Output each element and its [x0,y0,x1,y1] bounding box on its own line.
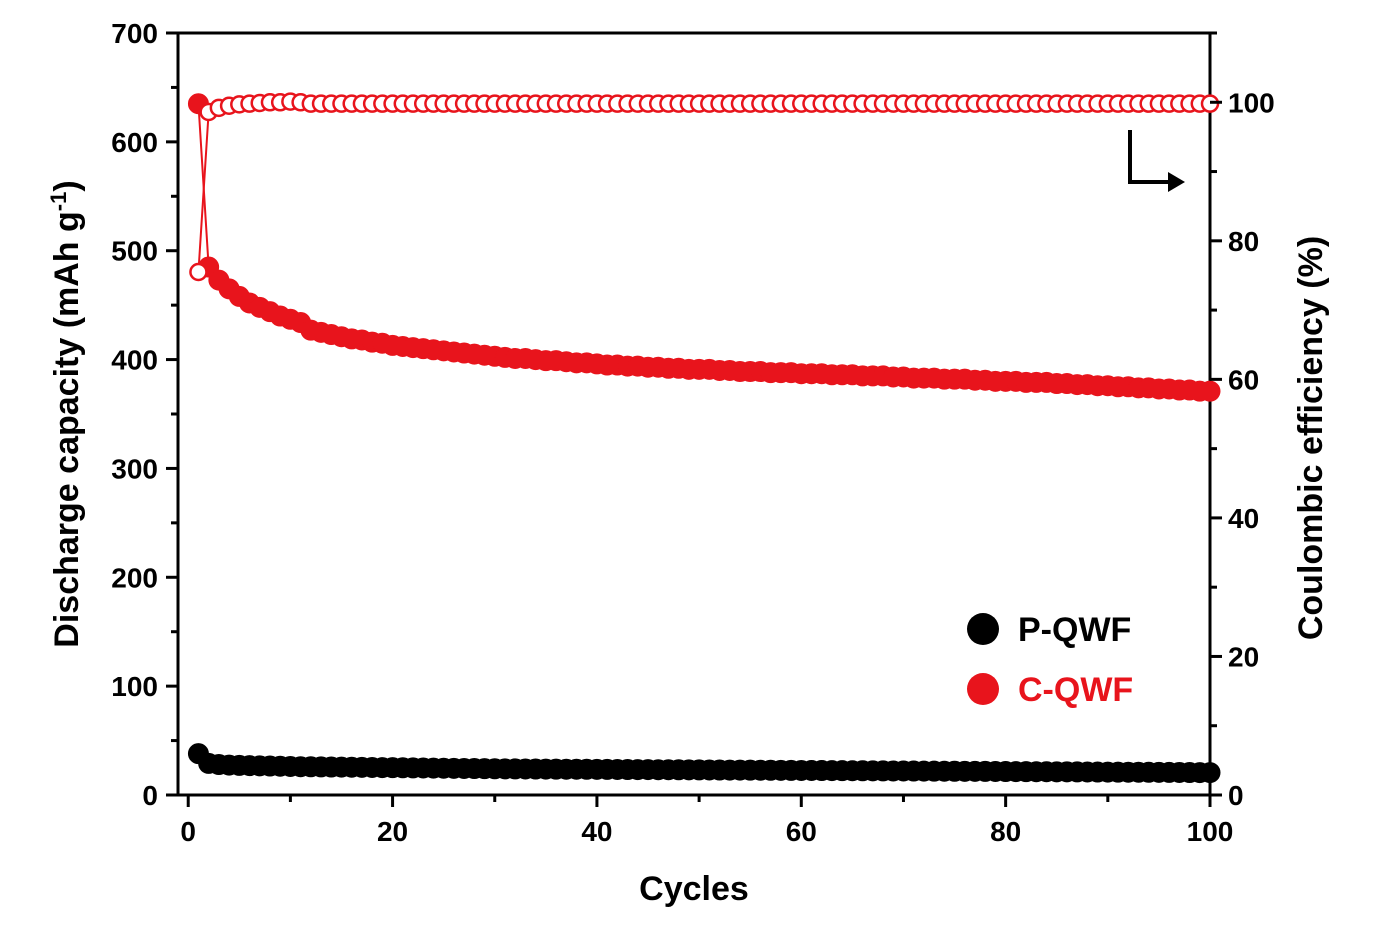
series-c-qwf [187,93,1221,402]
series-line [197,100,1210,273]
y-axis-left-title: Discharge capacity (mAh g-1) [46,180,86,647]
y-axis-left-title-superscript: -1 [46,192,71,212]
y-left-tick-label: 500 [111,236,158,267]
series-layer [187,92,1221,784]
y-left-tick-label: 700 [111,18,158,49]
data-point [1199,380,1221,402]
y-left-tick-label: 300 [111,453,158,484]
y-left-tick-label: 400 [111,345,158,376]
x-tick-label: 20 [377,816,408,847]
series-c-qwf-coulombic-efficiency [189,92,1220,282]
y-axis-left-title-main: Discharge capacity (mAh g [48,211,86,647]
x-tick-label: 60 [786,816,817,847]
x-tick-label: 100 [1187,816,1234,847]
y-axis-right: 0 20 40 60 80 100 [1210,31,1275,811]
legend: P-QWF C-QWF [967,611,1133,709]
data-point [189,262,208,282]
y-left-tick-label: 100 [111,671,158,702]
y-right-tick-label: 80 [1228,226,1259,257]
legend-label-c-qwf: C-QWF [1018,671,1133,709]
y-axis-left: 0 100 200 300 400 500 600 700 [111,18,178,811]
y-axis-left-title-close: ) [48,180,86,191]
y-axis-right-title: Coulombic efficiency (%) [1292,236,1330,640]
legend-marker-c-qwf [967,673,999,705]
y-right-tick-label: 0 [1228,780,1244,811]
x-tick-label: 80 [990,816,1021,847]
axis-indicator-arrow [1128,130,1185,192]
y-right-tick-label: 100 [1228,87,1275,118]
y-right-tick-label: 20 [1228,641,1259,672]
x-tick-label: 40 [581,816,612,847]
arrow-head [1168,172,1185,192]
data-point [1199,762,1221,784]
arrow-shaft [1128,130,1170,184]
legend-label-p-qwf: P-QWF [1018,611,1131,649]
y-left-tick-label: 600 [111,127,158,158]
y-left-tick-label: 0 [142,780,158,811]
x-axis-title: Cycles [639,870,749,908]
y-left-tick-label: 200 [111,562,158,593]
y-right-tick-label: 60 [1228,364,1259,395]
series-p-qwf [187,743,1221,784]
legend-marker-p-qwf [967,613,999,645]
y-right-tick-label: 40 [1228,503,1259,534]
x-tick-label: 0 [180,816,196,847]
x-axis: 0 20 40 60 80 100 [180,795,1233,847]
